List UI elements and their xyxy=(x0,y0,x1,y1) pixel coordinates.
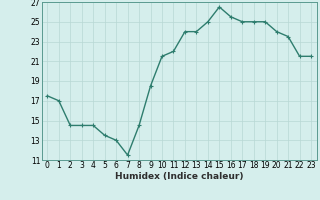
X-axis label: Humidex (Indice chaleur): Humidex (Indice chaleur) xyxy=(115,172,244,181)
